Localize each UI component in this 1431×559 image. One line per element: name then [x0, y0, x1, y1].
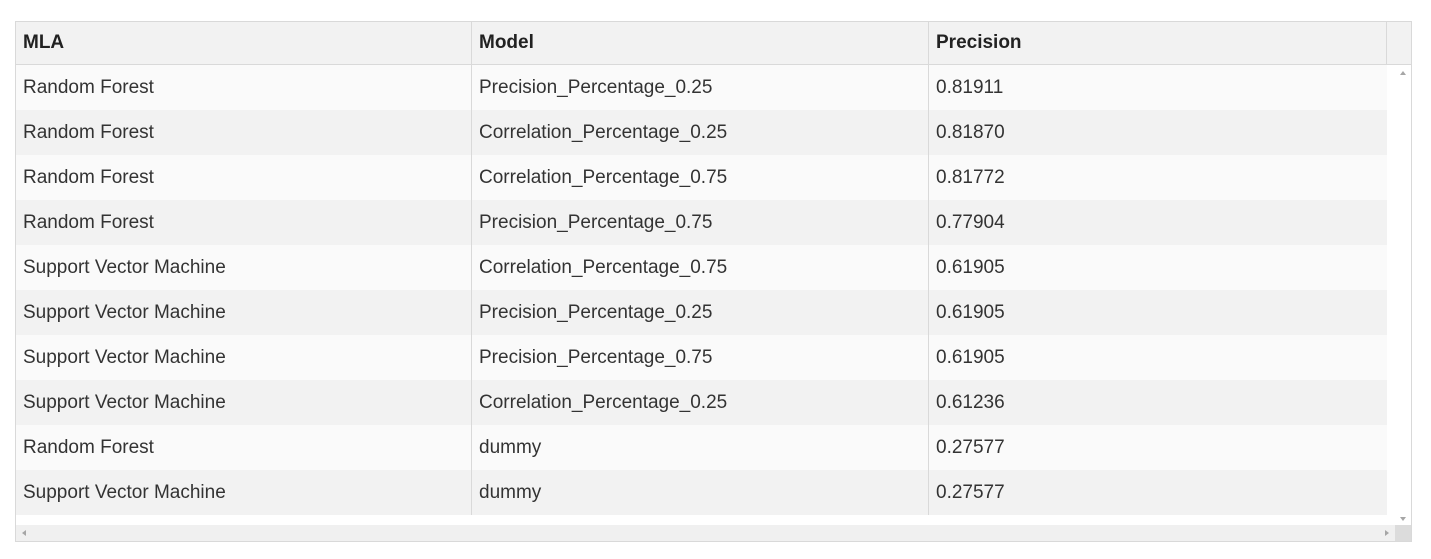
cell-mla: Random Forest: [16, 425, 472, 470]
cell-mla: Support Vector Machine: [16, 470, 472, 515]
table-row[interactable]: Random Forest dummy 0.27577: [16, 425, 1387, 470]
table-row[interactable]: Random Forest Precision_Percentage_0.25 …: [16, 65, 1387, 110]
cell-model: Precision_Percentage_0.75: [472, 200, 929, 245]
cell-model: dummy: [472, 425, 929, 470]
cell-mla: Support Vector Machine: [16, 380, 472, 425]
cell-mla: Random Forest: [16, 65, 472, 110]
cell-model: Precision_Percentage_0.25: [472, 65, 929, 110]
scroll-down-arrow-icon[interactable]: [1400, 517, 1406, 521]
cell-precision: 0.61905: [936, 302, 1005, 323]
table-row[interactable]: Support Vector Machine dummy 0.27577: [16, 470, 1387, 515]
table-row[interactable]: Support Vector Machine Precision_Percent…: [16, 290, 1387, 335]
cell-model: Correlation_Percentage_0.25: [472, 380, 929, 425]
cell-model: Correlation_Percentage_0.75: [472, 155, 929, 200]
cell-precision: 0.27577: [936, 437, 1005, 458]
cell-model: Correlation_Percentage_0.75: [472, 245, 929, 290]
table-row[interactable]: Support Vector Machine Correlation_Perce…: [16, 380, 1387, 425]
cell-model: dummy: [472, 470, 929, 515]
column-header-mla[interactable]: MLA: [16, 22, 472, 64]
cell-precision: 0.77904: [936, 212, 1005, 233]
cell-precision: 0.61905: [936, 257, 1005, 278]
cell-mla: Support Vector Machine: [16, 245, 472, 290]
table-row[interactable]: Support Vector Machine Correlation_Perce…: [16, 245, 1387, 290]
cell-precision: 0.81870: [936, 122, 1005, 143]
cell-precision: 0.81911: [936, 77, 1004, 98]
cell-model: Precision_Percentage_0.75: [472, 335, 929, 380]
scroll-left-arrow-icon[interactable]: [22, 530, 26, 536]
table-row[interactable]: Random Forest Correlation_Percentage_0.7…: [16, 155, 1387, 200]
cell-mla: Random Forest: [16, 155, 472, 200]
cell-model: Correlation_Percentage_0.25: [472, 110, 929, 155]
header-scrollbar-spacer: [1387, 22, 1411, 64]
table-row[interactable]: Random Forest Precision_Percentage_0.75 …: [16, 200, 1387, 245]
cell-precision: 0.27577: [936, 482, 1005, 503]
cell-mla: Random Forest: [16, 200, 472, 245]
grid-header: MLA Model Precision: [16, 22, 1411, 65]
scrollbar-corner: [1395, 525, 1411, 541]
cell-mla: Support Vector Machine: [16, 335, 472, 380]
data-grid: MLA Model Precision Random Forest Precis…: [15, 21, 1412, 542]
cell-precision: 0.61905: [936, 347, 1005, 368]
table-row[interactable]: Random Forest Correlation_Percentage_0.2…: [16, 110, 1387, 155]
column-header-precision[interactable]: Precision: [929, 22, 1387, 64]
cell-precision: 0.81772: [936, 167, 1005, 188]
grid-body: Random Forest Precision_Percentage_0.25 …: [16, 65, 1387, 515]
horizontal-scrollbar[interactable]: [16, 525, 1395, 541]
cell-model: Precision_Percentage_0.25: [472, 290, 929, 335]
cell-mla: Random Forest: [16, 110, 472, 155]
table-row[interactable]: Support Vector Machine Precision_Percent…: [16, 335, 1387, 380]
scroll-right-arrow-icon[interactable]: [1385, 530, 1389, 536]
cell-precision: 0.61236: [936, 392, 1005, 413]
cell-mla: Support Vector Machine: [16, 290, 472, 335]
column-header-model[interactable]: Model: [472, 22, 929, 64]
vertical-scrollbar[interactable]: [1395, 65, 1411, 525]
scroll-up-arrow-icon[interactable]: [1400, 71, 1406, 75]
